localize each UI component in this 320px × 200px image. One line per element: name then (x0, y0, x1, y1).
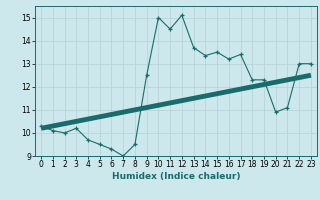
X-axis label: Humidex (Indice chaleur): Humidex (Indice chaleur) (112, 172, 240, 181)
